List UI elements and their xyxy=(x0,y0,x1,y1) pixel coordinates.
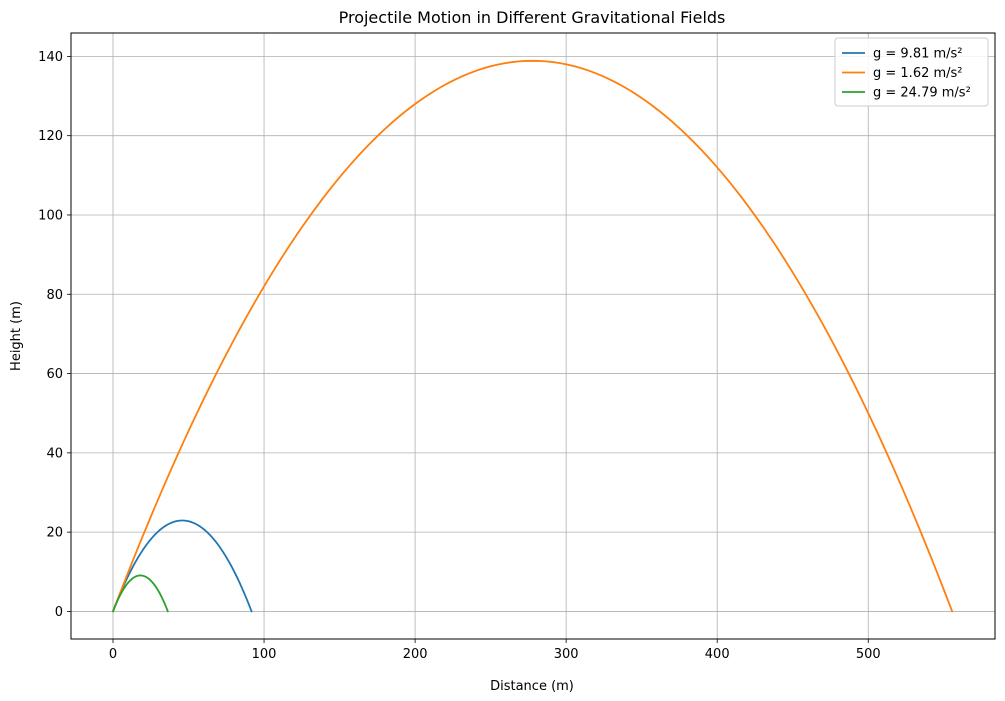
legend: g = 9.81 m/s² g = 1.62 m/s² g = 24.79 m/s² xyxy=(834,37,989,107)
chart-title: Projectile Motion in Different Gravitati… xyxy=(339,8,726,27)
series-lines xyxy=(112,59,954,613)
series-line-1 xyxy=(112,519,253,613)
legend-box xyxy=(834,37,989,107)
y-tick-label: 80 xyxy=(46,288,63,303)
legend-entry-3: g = 24.79 m/s² xyxy=(873,86,971,101)
x-tick-label: 500 xyxy=(856,647,881,662)
series-line-3 xyxy=(112,574,169,613)
x-tick-label: 100 xyxy=(252,647,277,662)
x-tick-label: 0 xyxy=(109,647,117,662)
y-tick-label: 120 xyxy=(38,129,63,144)
x-axis-label: Distance (m) xyxy=(490,679,574,694)
x-tick-label: 200 xyxy=(403,647,428,662)
y-tick-label: 140 xyxy=(38,50,63,65)
y-tick-label: 100 xyxy=(38,208,63,223)
x-tick-label: 400 xyxy=(705,647,730,662)
series-line-2 xyxy=(112,59,954,613)
legend-entry-2: g = 1.62 m/s² xyxy=(873,66,963,81)
x-tick-label: 300 xyxy=(554,647,579,662)
y-tick-label: 40 xyxy=(46,446,63,461)
axis-ticks: 0 100 200 300 400 500 0 20 40 60 80 100 120 140 xyxy=(38,50,881,662)
y-tick-label: 60 xyxy=(46,367,63,382)
y-tick-label: 20 xyxy=(46,526,63,541)
grid-lines xyxy=(71,33,995,639)
y-axis-label: Height (m) xyxy=(9,301,24,371)
y-tick-label: 0 xyxy=(55,605,63,620)
plot-frame xyxy=(70,32,996,640)
legend-entry-1: g = 9.81 m/s² xyxy=(873,47,963,62)
